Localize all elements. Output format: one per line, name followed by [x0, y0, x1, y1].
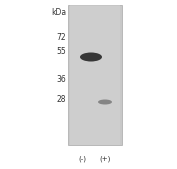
Text: 36: 36	[56, 76, 66, 84]
Bar	[70, 5, 120, 145]
Bar	[68, 5, 122, 145]
Text: 28: 28	[56, 94, 66, 103]
Text: kDa: kDa	[51, 8, 66, 17]
Text: (-): (-)	[78, 155, 86, 162]
Text: 72: 72	[56, 33, 66, 42]
Text: 55: 55	[56, 47, 66, 56]
Ellipse shape	[80, 53, 102, 62]
Text: (+): (+)	[99, 155, 111, 162]
Ellipse shape	[98, 100, 112, 104]
